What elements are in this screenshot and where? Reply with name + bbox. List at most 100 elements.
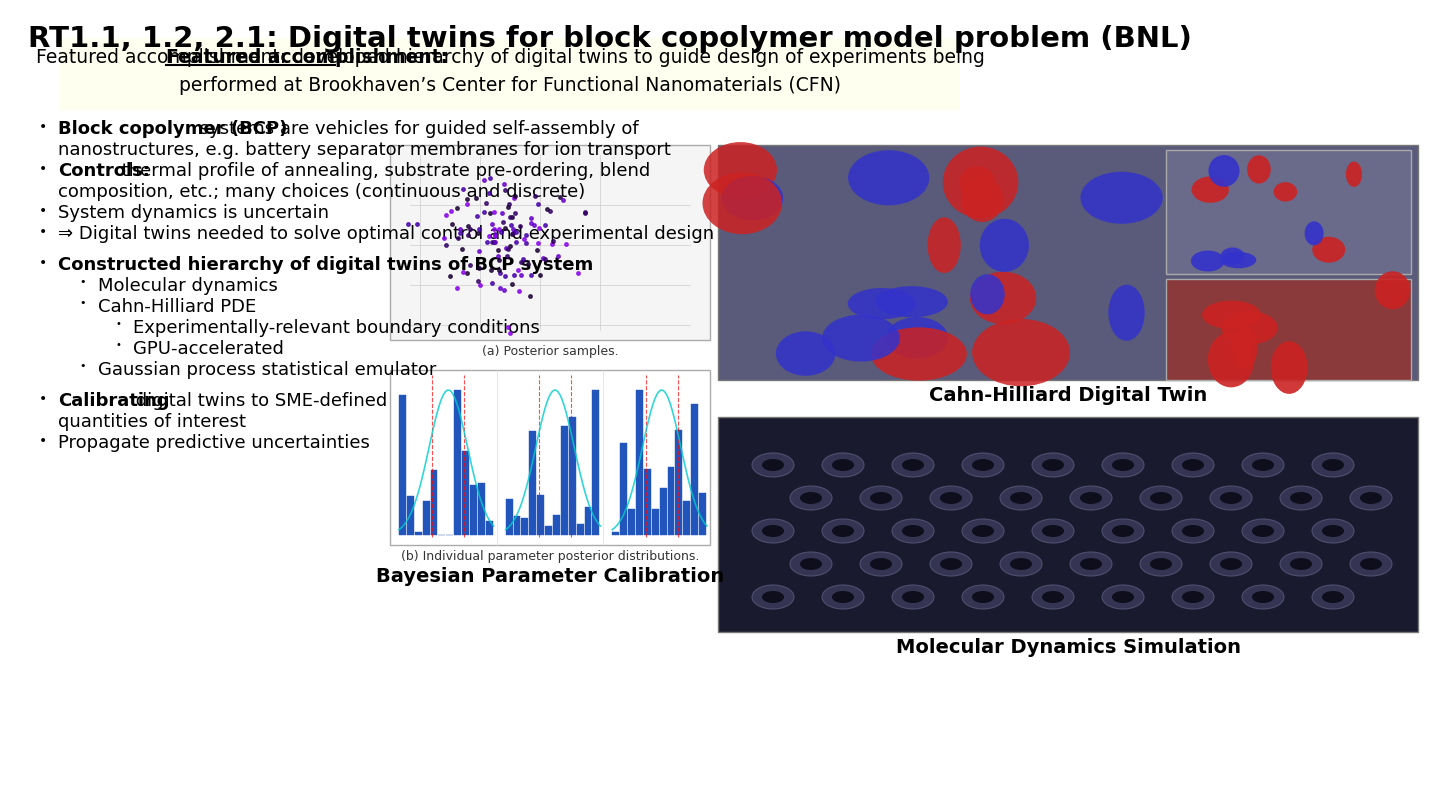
Text: thermal profile of annealing, substrate pre-ordering, blend: thermal profile of annealing, substrate … — [117, 162, 651, 180]
Ellipse shape — [860, 486, 901, 510]
Text: •: • — [79, 277, 86, 287]
Bar — [576, 524, 583, 535]
Ellipse shape — [876, 286, 948, 318]
Ellipse shape — [940, 558, 962, 570]
Text: •: • — [39, 204, 48, 218]
Ellipse shape — [901, 591, 924, 603]
Ellipse shape — [959, 166, 995, 200]
Bar — [636, 390, 642, 535]
Ellipse shape — [971, 275, 1005, 314]
Ellipse shape — [1043, 591, 1064, 603]
Ellipse shape — [1375, 271, 1410, 309]
Ellipse shape — [1208, 155, 1240, 187]
Ellipse shape — [972, 525, 994, 537]
Text: quantities of interest: quantities of interest — [58, 413, 246, 431]
Ellipse shape — [776, 331, 835, 376]
Ellipse shape — [791, 486, 832, 510]
Ellipse shape — [1172, 519, 1214, 543]
Ellipse shape — [1191, 177, 1228, 202]
Text: •: • — [115, 340, 121, 350]
Ellipse shape — [1070, 486, 1112, 510]
Ellipse shape — [1210, 486, 1251, 510]
Text: Experimentally-relevant boundary conditions: Experimentally-relevant boundary conditi… — [132, 319, 540, 337]
Text: •: • — [79, 298, 86, 308]
Ellipse shape — [1009, 558, 1032, 570]
Ellipse shape — [1346, 162, 1362, 187]
Ellipse shape — [1220, 492, 1241, 504]
Bar — [399, 395, 406, 535]
Text: •: • — [39, 392, 48, 406]
Bar — [415, 532, 422, 535]
Bar — [628, 509, 635, 535]
Ellipse shape — [1270, 341, 1308, 394]
Ellipse shape — [762, 591, 783, 603]
Ellipse shape — [901, 525, 924, 537]
Text: Gaussian process statistical emulator: Gaussian process statistical emulator — [98, 361, 436, 379]
Ellipse shape — [703, 173, 782, 234]
Ellipse shape — [1043, 459, 1064, 471]
Ellipse shape — [1322, 459, 1344, 471]
Ellipse shape — [1312, 585, 1354, 609]
Ellipse shape — [891, 519, 935, 543]
Bar — [514, 516, 520, 535]
Ellipse shape — [1112, 525, 1135, 537]
Ellipse shape — [1312, 453, 1354, 477]
Bar — [592, 390, 599, 535]
Bar — [408, 497, 413, 535]
Ellipse shape — [1251, 591, 1274, 603]
Bar — [546, 526, 552, 535]
Ellipse shape — [1322, 591, 1344, 603]
Ellipse shape — [1009, 492, 1032, 504]
Ellipse shape — [752, 453, 793, 477]
Bar — [698, 493, 706, 535]
Bar — [569, 417, 576, 535]
Ellipse shape — [832, 525, 854, 537]
Ellipse shape — [1080, 492, 1102, 504]
Ellipse shape — [1231, 326, 1257, 369]
Ellipse shape — [822, 585, 864, 609]
Ellipse shape — [1102, 453, 1143, 477]
Ellipse shape — [1312, 237, 1345, 262]
Text: performed at Brookhaven’s Center for Functional Nanomaterials (CFN): performed at Brookhaven’s Center for Fun… — [179, 76, 841, 95]
Text: Molecular dynamics: Molecular dynamics — [98, 277, 278, 295]
Ellipse shape — [972, 319, 1070, 386]
Ellipse shape — [1182, 525, 1204, 537]
Ellipse shape — [969, 271, 1037, 324]
Text: Molecular Dynamics Simulation: Molecular Dynamics Simulation — [896, 638, 1240, 657]
Ellipse shape — [1280, 486, 1322, 510]
Text: Controls:: Controls: — [58, 162, 150, 180]
Bar — [462, 451, 469, 535]
FancyBboxPatch shape — [60, 38, 960, 110]
Ellipse shape — [1080, 172, 1162, 224]
Text: •: • — [39, 434, 48, 448]
Ellipse shape — [1032, 585, 1074, 609]
Ellipse shape — [870, 558, 891, 570]
Bar — [505, 499, 513, 535]
Bar — [530, 431, 536, 535]
Bar — [668, 467, 674, 535]
Ellipse shape — [891, 585, 935, 609]
Ellipse shape — [962, 519, 1004, 543]
Ellipse shape — [930, 486, 972, 510]
Text: composition, etc.; many choices (continuous and discrete): composition, etc.; many choices (continu… — [58, 183, 585, 201]
Ellipse shape — [1351, 486, 1392, 510]
Ellipse shape — [1080, 558, 1102, 570]
Bar — [644, 468, 651, 535]
Bar — [423, 501, 429, 535]
Ellipse shape — [886, 317, 948, 358]
Ellipse shape — [832, 459, 854, 471]
Ellipse shape — [832, 591, 854, 603]
Ellipse shape — [1241, 453, 1284, 477]
Text: nanostructures, e.g. battery separator membranes for ion transport: nanostructures, e.g. battery separator m… — [58, 141, 671, 159]
Ellipse shape — [1359, 558, 1382, 570]
Ellipse shape — [762, 459, 783, 471]
Text: •: • — [39, 225, 48, 239]
Text: Block copolymer (BCP): Block copolymer (BCP) — [58, 120, 288, 138]
Text: Propagate predictive uncertainties: Propagate predictive uncertainties — [58, 434, 370, 452]
Bar — [691, 404, 698, 535]
Ellipse shape — [870, 492, 891, 504]
Ellipse shape — [1112, 459, 1135, 471]
Ellipse shape — [1032, 519, 1074, 543]
Bar — [478, 484, 485, 535]
Bar — [652, 509, 658, 535]
